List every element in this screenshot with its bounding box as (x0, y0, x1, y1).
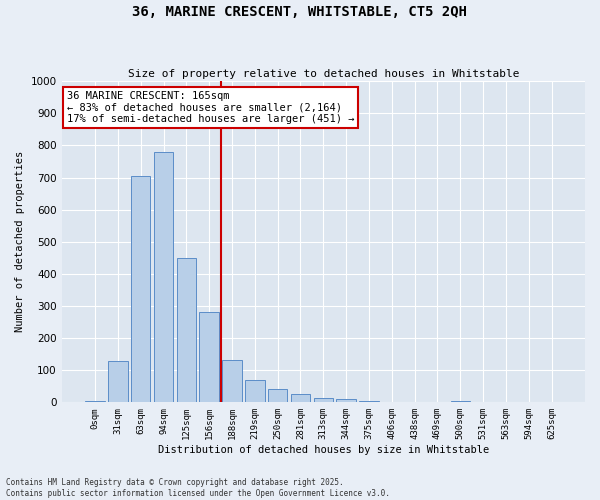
Bar (268, 390, 287, 402)
Bar (154, 152, 173, 403)
Bar (131, 176, 151, 402)
Bar (337, 399, 356, 402)
Text: 36, MARINE CRESCENT, WHITSTABLE, CT5 2QH: 36, MARINE CRESCENT, WHITSTABLE, CT5 2QH (133, 5, 467, 19)
Bar (359, 400, 379, 402)
Y-axis label: Number of detached properties: Number of detached properties (15, 151, 25, 332)
Text: 36 MARINE CRESCENT: 165sqm
← 83% of detached houses are smaller (2,164)
17% of s: 36 MARINE CRESCENT: 165sqm ← 83% of deta… (67, 91, 354, 124)
Bar (85, 400, 105, 402)
Bar (108, 360, 128, 403)
Bar (291, 394, 310, 402)
Title: Size of property relative to detached houses in Whitstable: Size of property relative to detached ho… (128, 69, 519, 79)
Bar (314, 398, 333, 402)
X-axis label: Distribution of detached houses by size in Whitstable: Distribution of detached houses by size … (158, 445, 489, 455)
Bar (176, 258, 196, 402)
Bar (451, 400, 470, 402)
Text: Contains HM Land Registry data © Crown copyright and database right 2025.
Contai: Contains HM Land Registry data © Crown c… (6, 478, 390, 498)
Bar (222, 360, 242, 403)
Bar (199, 312, 219, 402)
Bar (245, 380, 265, 402)
